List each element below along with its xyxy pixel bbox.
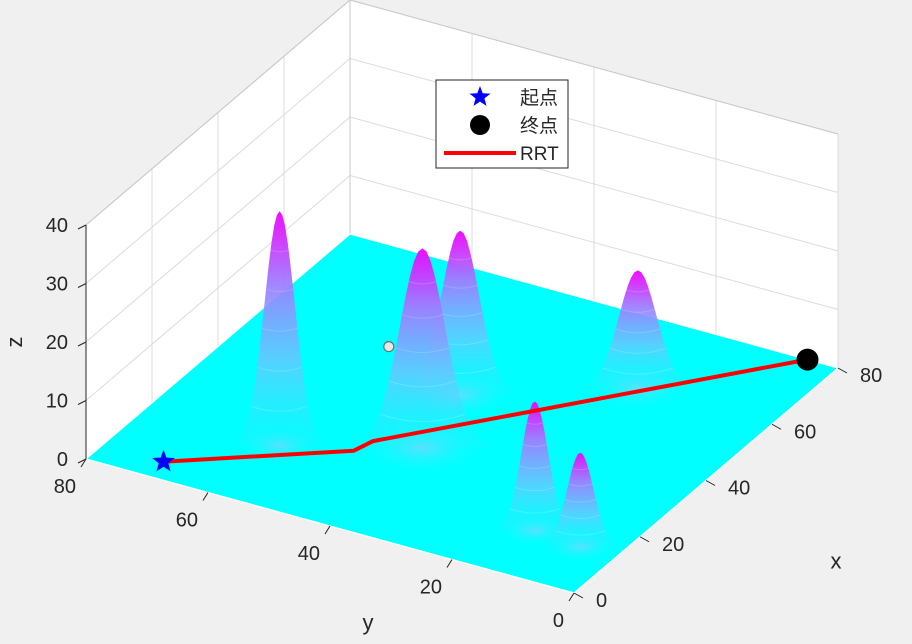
peak-contour (509, 508, 560, 514)
start-star-marker (152, 449, 175, 472)
terrain-peak (570, 270, 706, 411)
y-tick (324, 525, 331, 535)
pane-edge (349, 0, 839, 135)
peak-contour (401, 314, 443, 319)
peak-contour (443, 284, 478, 289)
peak-contour (601, 367, 674, 375)
y-tick-label: 20 (420, 577, 442, 599)
z-tick (77, 341, 87, 347)
peak-contour (522, 443, 547, 447)
peak-contour (572, 467, 589, 471)
axis-ticks: 0 20 40 60 80 0 20 40 60 80 0 10 20 30 40 x y z (2, 215, 882, 635)
grid-line (349, 175, 839, 310)
rrt-path-line (163, 357, 808, 464)
x-tick-label: 0 (596, 590, 607, 612)
peak-contour (261, 327, 298, 332)
z-tick-label: 10 (46, 391, 68, 413)
peak-surface (341, 248, 504, 447)
y-tick-label: 40 (298, 543, 320, 565)
legend-start-star-icon (469, 86, 491, 106)
grid-line (349, 58, 839, 193)
legend-goal-circle-icon (470, 115, 490, 135)
y-tick (568, 592, 575, 602)
x-tick (771, 423, 782, 430)
z-tick-label: 30 (46, 274, 68, 296)
legend-label: 终点 (520, 115, 558, 137)
x-tick (837, 367, 848, 374)
sample-point (383, 341, 395, 353)
peak-contour (379, 413, 466, 423)
x-tick (639, 536, 650, 543)
peak-contour (555, 530, 606, 536)
peak-surface (225, 211, 334, 445)
x-tick-label: 60 (794, 421, 816, 443)
rrt-path-layer (152, 341, 819, 472)
x-tick-label: 40 (728, 478, 750, 500)
grid-line (85, 58, 351, 284)
z-axis-label: z (2, 337, 27, 348)
peak-contour (448, 257, 472, 261)
peak-contour (250, 405, 309, 412)
peak-contour (609, 347, 666, 354)
grid-line (85, 116, 351, 343)
x-tick-label: 20 (662, 534, 684, 556)
y-tick (80, 458, 87, 468)
pane-edge (85, 0, 351, 226)
y-tick (202, 492, 209, 501)
peak-contour (568, 483, 593, 487)
peak-contour (265, 288, 294, 293)
peak-surface (570, 270, 706, 388)
terrain-peak (533, 452, 628, 563)
x-tick (573, 592, 584, 599)
z-tick-label: 20 (46, 332, 68, 354)
peak-contour (395, 347, 450, 353)
terrain-peaks (225, 211, 706, 563)
z-tick (77, 400, 87, 405)
peak-contour (388, 380, 457, 388)
z-tick (77, 458, 87, 464)
legend-label: RRT (520, 144, 559, 165)
y-tick-label: 80 (54, 476, 76, 498)
peak-surface (487, 401, 583, 530)
peak-contour (560, 514, 601, 520)
peak-contour (515, 486, 555, 492)
x-axis-label: x (831, 549, 842, 574)
peak-contour (615, 328, 661, 334)
terrain-peak (341, 248, 504, 476)
x-tick (705, 480, 716, 486)
peak-surface (392, 230, 528, 395)
peak-contour (270, 249, 289, 253)
peak-contour (408, 281, 437, 285)
y-tick-label: 60 (176, 510, 198, 532)
grid-line (349, 116, 839, 252)
y-axis-label: y (363, 610, 374, 635)
z-tick-label: 40 (46, 215, 68, 237)
z-tick-label: 0 (57, 449, 68, 471)
grid-line (85, 175, 351, 401)
peak-surface (533, 452, 628, 547)
x-tick-label: 80 (860, 365, 882, 387)
y-tick-label: 0 (553, 610, 564, 632)
peak-contour (526, 422, 543, 425)
z-tick (77, 224, 87, 230)
legend-label: 起点 (520, 87, 558, 109)
goal-circle-marker (796, 348, 819, 371)
peak-contour (519, 465, 551, 470)
peak-contour (626, 289, 650, 293)
peak-contour (564, 499, 596, 503)
z-tick (77, 283, 87, 288)
y-tick (446, 559, 453, 568)
peak-contour (620, 308, 655, 313)
peak-contour (257, 366, 303, 372)
